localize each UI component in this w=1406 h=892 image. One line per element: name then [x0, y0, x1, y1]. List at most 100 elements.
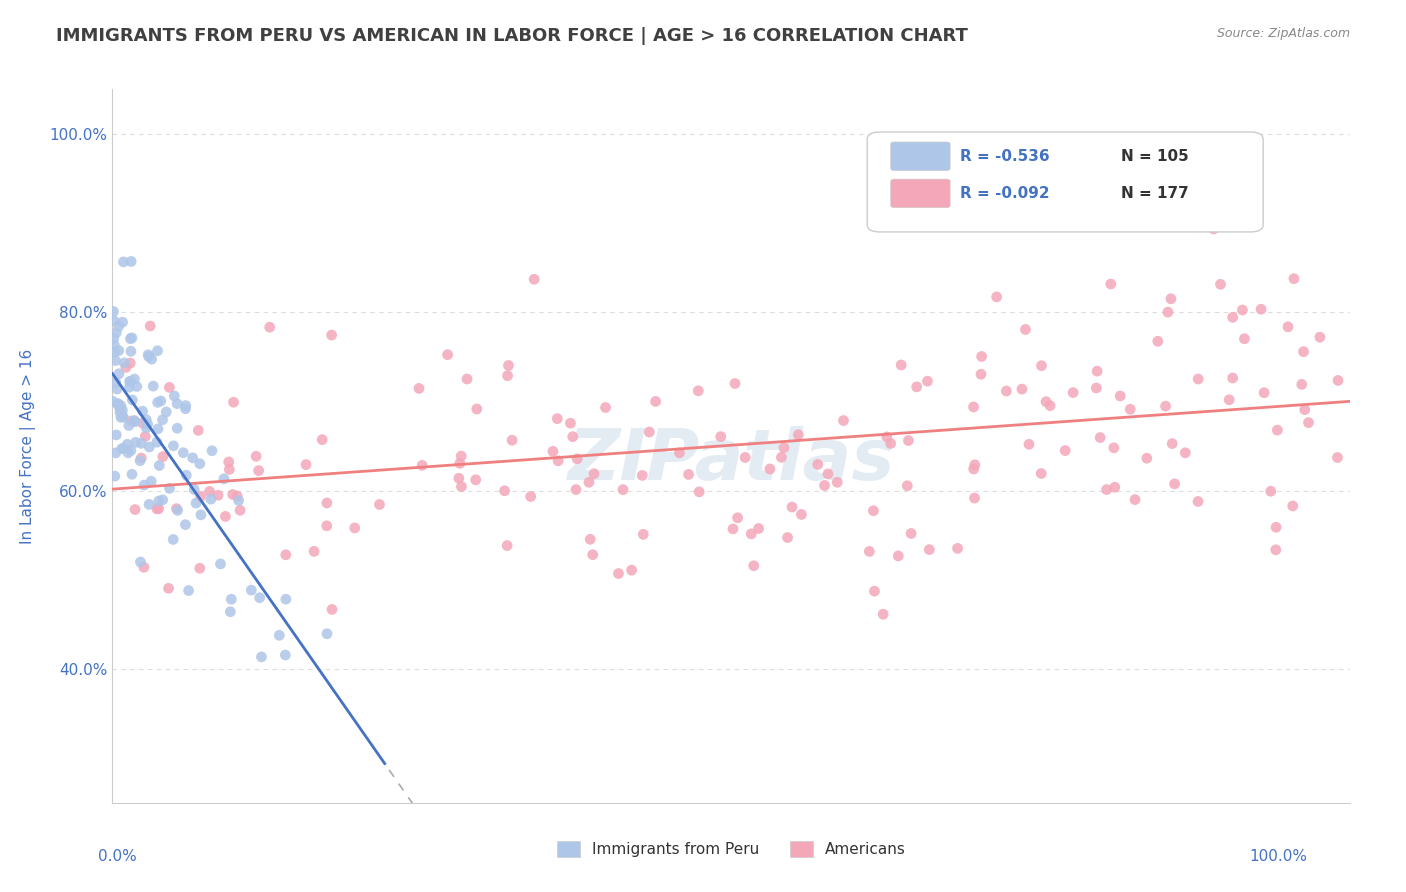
Text: ZIPatlas: ZIPatlas	[568, 425, 894, 495]
Point	[465, 402, 488, 417]
Point	[176, 468, 198, 483]
Point	[174, 401, 197, 416]
Point	[498, 359, 520, 373]
Point	[162, 439, 184, 453]
Point	[121, 414, 143, 428]
Point	[132, 560, 155, 574]
Point	[159, 481, 181, 495]
Point	[229, 503, 252, 517]
FancyBboxPatch shape	[868, 132, 1263, 232]
Point	[825, 475, 848, 490]
FancyBboxPatch shape	[891, 142, 950, 170]
Text: R = -0.536: R = -0.536	[960, 149, 1050, 164]
Point	[120, 332, 142, 346]
Point	[1187, 494, 1209, 508]
Point	[146, 395, 169, 409]
Point	[104, 469, 127, 483]
Point	[174, 517, 197, 532]
Point	[450, 449, 472, 463]
Point	[896, 479, 918, 493]
Point	[963, 458, 986, 472]
Point	[1018, 437, 1040, 451]
Point	[132, 478, 155, 492]
Point	[120, 356, 142, 370]
Point	[1218, 392, 1240, 407]
Point	[316, 626, 339, 640]
Point	[124, 502, 146, 516]
Point	[1031, 359, 1053, 373]
Point	[129, 555, 152, 569]
Point	[773, 441, 796, 455]
Point	[104, 446, 127, 460]
Point	[447, 471, 470, 485]
Point	[315, 518, 337, 533]
Point	[1292, 344, 1315, 359]
Legend: Immigrants from Peru, Americans: Immigrants from Peru, Americans	[551, 835, 911, 863]
Point	[152, 450, 174, 464]
Point	[890, 358, 912, 372]
Point	[124, 415, 146, 429]
Point	[582, 548, 605, 562]
Point	[129, 436, 152, 450]
Point	[1264, 542, 1286, 557]
Point	[727, 510, 749, 524]
Point	[163, 389, 186, 403]
Point	[157, 582, 180, 596]
Point	[103, 304, 125, 318]
Point	[148, 494, 170, 508]
Point	[748, 521, 770, 535]
Point	[103, 331, 125, 345]
Point	[995, 384, 1018, 398]
Point	[111, 403, 134, 417]
Point	[209, 557, 232, 571]
Point	[876, 430, 898, 444]
Text: N = 105: N = 105	[1121, 149, 1188, 164]
Point	[118, 418, 141, 433]
Point	[1202, 222, 1225, 236]
Point	[790, 508, 813, 522]
Point	[1260, 484, 1282, 499]
Point	[721, 522, 744, 536]
Point	[121, 331, 143, 345]
Point	[218, 455, 240, 469]
Point	[141, 474, 163, 488]
Point	[105, 326, 128, 340]
Point	[136, 348, 159, 362]
Point	[776, 531, 799, 545]
Point	[787, 427, 810, 442]
Point	[117, 446, 139, 460]
Point	[638, 425, 661, 439]
Point	[688, 384, 710, 398]
Point	[129, 453, 152, 467]
Point	[274, 592, 297, 607]
Point	[148, 501, 170, 516]
Point	[184, 496, 207, 510]
Point	[900, 526, 922, 541]
Point	[172, 446, 194, 460]
Point	[770, 450, 793, 465]
Point	[1232, 303, 1254, 318]
Point	[274, 648, 297, 662]
Point	[110, 410, 132, 425]
Point	[456, 372, 478, 386]
Point	[311, 433, 333, 447]
FancyBboxPatch shape	[891, 179, 950, 208]
Point	[111, 409, 134, 424]
Point	[633, 527, 655, 541]
Point	[187, 423, 209, 437]
Point	[742, 558, 765, 573]
Point	[315, 496, 337, 510]
Point	[612, 483, 634, 497]
Point	[112, 255, 135, 269]
Point	[813, 478, 835, 492]
Point	[111, 442, 134, 456]
Point	[131, 416, 153, 430]
Point	[124, 413, 146, 427]
Point	[110, 399, 132, 413]
Point	[148, 458, 170, 473]
Point	[188, 457, 211, 471]
Point	[108, 401, 131, 416]
Point	[1099, 277, 1122, 291]
Point	[207, 488, 229, 502]
Point	[1327, 374, 1350, 388]
